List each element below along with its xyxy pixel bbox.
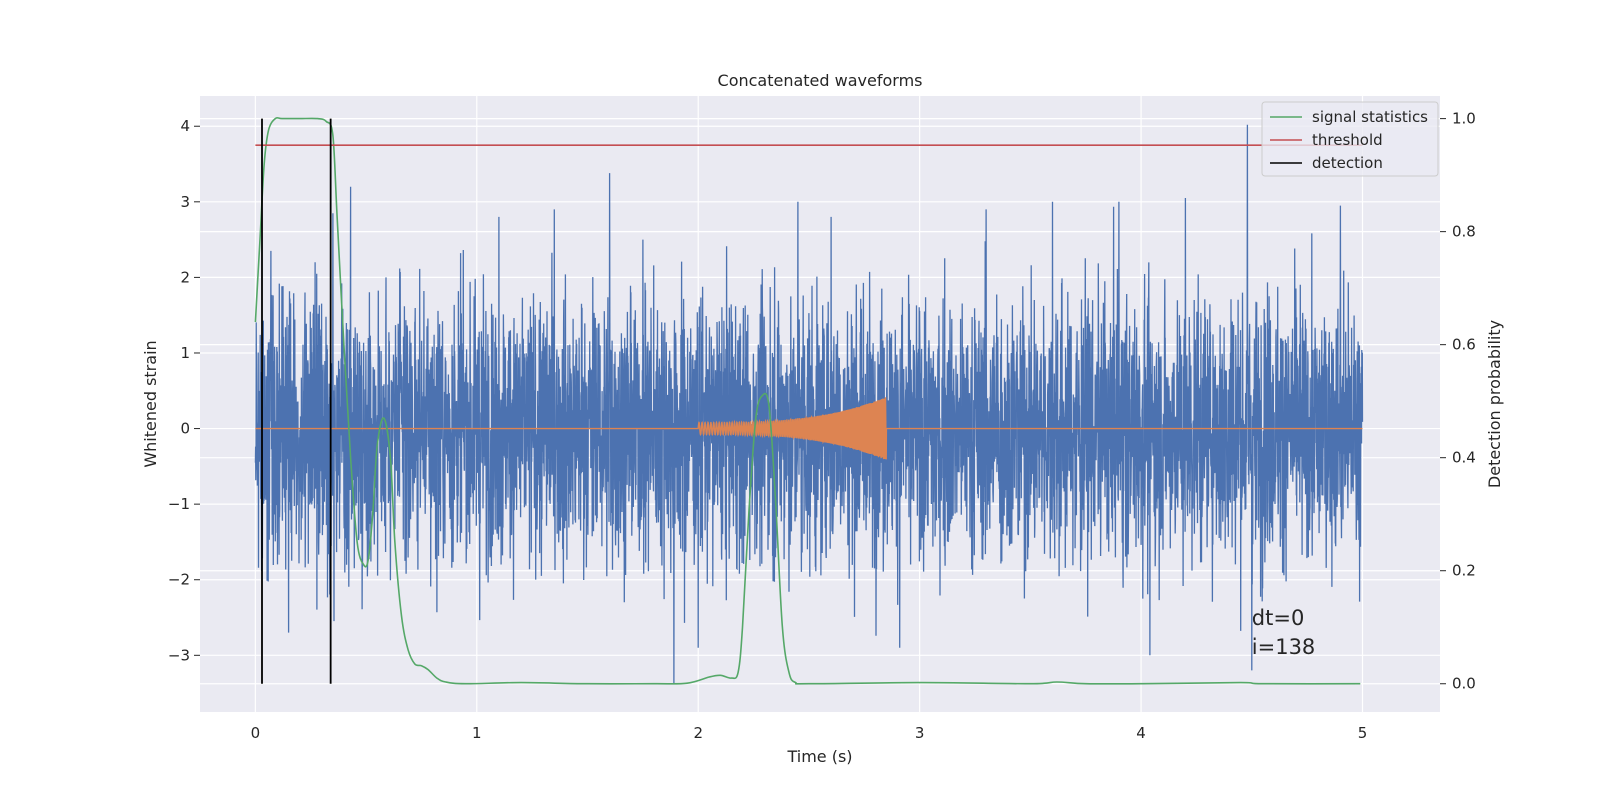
x-tick-label: 0	[251, 724, 261, 742]
series-layer	[254, 116, 1364, 685]
x-tick-label: 4	[1136, 724, 1146, 742]
y-axis-title: Whitened strain	[141, 340, 160, 467]
x-axis-title: Time (s)	[786, 747, 852, 766]
annotation-dt: dt=0	[1252, 606, 1305, 630]
y-tick-label: 2	[180, 268, 190, 286]
y-tick-label: −2	[168, 571, 190, 589]
chart-title: Concatenated waveforms	[718, 71, 923, 90]
y2-tick-label: 0.0	[1452, 675, 1476, 693]
legend-label-signal-statistics: signal statistics	[1312, 108, 1428, 126]
y-tick-label: 3	[180, 193, 190, 211]
y2-axis-title: Detection probability	[1485, 320, 1504, 488]
legend-label-detection: detection	[1312, 154, 1383, 172]
axes: 0 1 2 3 4 5 −3 −2 −1 0 1 2 3 4 0.0 0.2 0.4 0.6 0.8 1.0	[168, 110, 1476, 742]
y2-tick-label: 0.4	[1452, 449, 1476, 467]
x-tick-label: 2	[693, 724, 703, 742]
series-injected-waveform	[255, 397, 1363, 460]
y2-tick-label: 0.8	[1452, 223, 1476, 241]
x-tick-label: 1	[472, 724, 482, 742]
legend-box	[1261, 101, 1439, 177]
y-tick-label: 0	[180, 420, 190, 438]
x-tick-label: 3	[915, 724, 925, 742]
y-tick-label: 4	[180, 117, 190, 135]
y2-tick-label: 0.6	[1452, 336, 1476, 354]
y2-tick-label: 1.0	[1452, 110, 1476, 128]
legend-label-threshold: threshold	[1312, 131, 1383, 149]
legend: signal statistics threshold detection	[1261, 101, 1439, 177]
y-tick-label: −1	[168, 495, 190, 513]
y-tick-label: 1	[180, 344, 190, 362]
series-whitened-strain	[254, 124, 1364, 685]
series-signal-statistics	[254, 116, 1361, 685]
y2-tick-label: 0.2	[1452, 562, 1476, 580]
annotation-index: i=138	[1252, 635, 1316, 659]
y-tick-label: −3	[168, 646, 190, 664]
x-tick-label: 5	[1358, 724, 1368, 742]
